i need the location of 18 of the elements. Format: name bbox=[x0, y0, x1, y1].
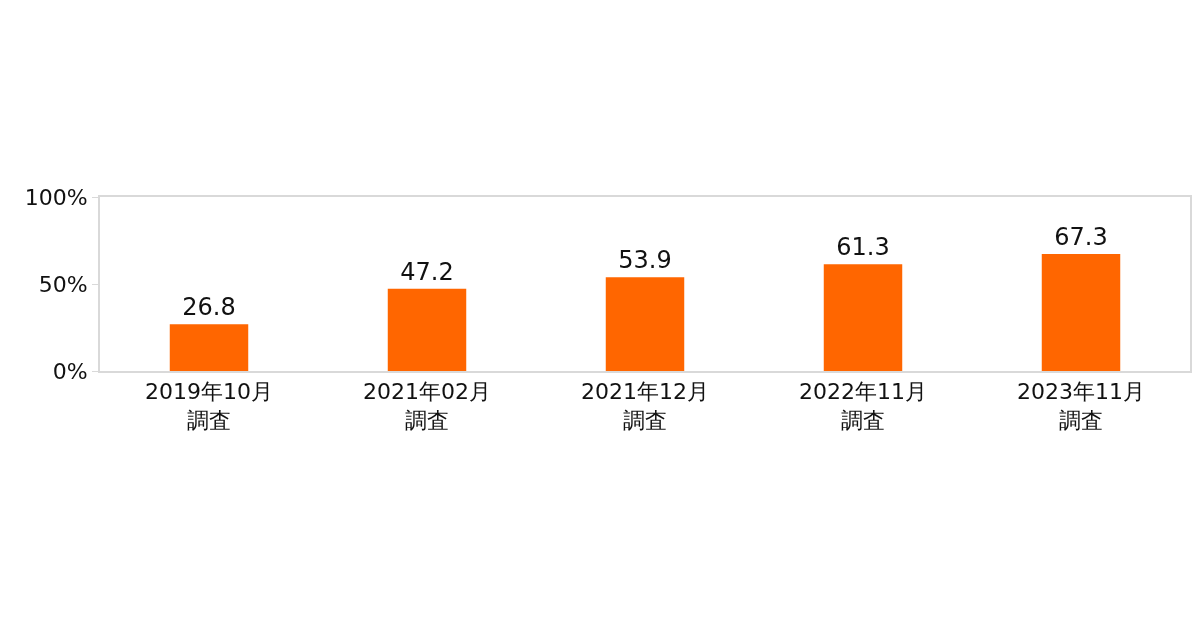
bar bbox=[605, 277, 685, 371]
data-label: 47.2 bbox=[400, 257, 454, 286]
bar bbox=[1041, 253, 1121, 371]
x-tick-label: 2021年02月調査 bbox=[363, 379, 491, 433]
x-tick-label: 2022年11月調査 bbox=[799, 379, 927, 433]
x-tick-label: 2021年12月調査 bbox=[581, 379, 709, 433]
bar bbox=[169, 324, 249, 371]
bar bbox=[823, 264, 903, 371]
x-tick-label: 2023年11月調査 bbox=[1017, 379, 1145, 433]
data-label: 61.3 bbox=[836, 233, 890, 262]
data-label: 26.8 bbox=[182, 293, 236, 322]
bar bbox=[387, 288, 467, 371]
y-tick-label: 0% bbox=[52, 358, 88, 384]
y-tick-label: 50% bbox=[38, 271, 88, 297]
x-tick-label: 2019年10月調査 bbox=[145, 379, 273, 433]
data-label: 67.3 bbox=[1054, 222, 1108, 251]
y-tick-label: 100% bbox=[24, 184, 88, 210]
data-label: 53.9 bbox=[618, 246, 672, 275]
